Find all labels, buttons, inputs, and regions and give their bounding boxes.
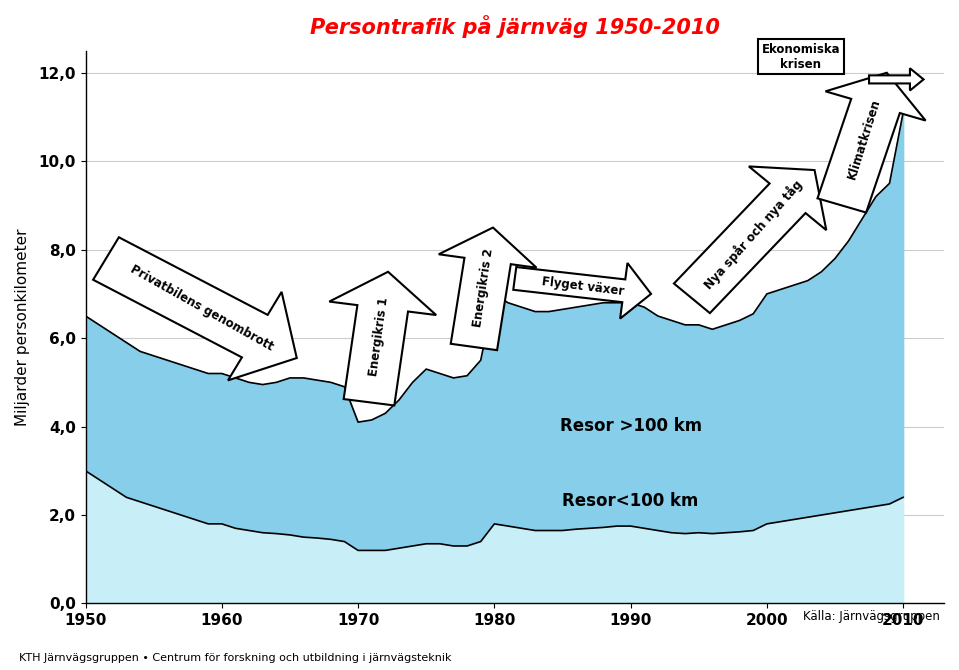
Text: Resor >100 km: Resor >100 km: [559, 417, 702, 435]
Text: Ekonomiska
krisen: Ekonomiska krisen: [761, 43, 840, 70]
Polygon shape: [438, 228, 536, 350]
Text: Privatbilens genombrott: Privatbilens genombrott: [128, 263, 275, 354]
Polygon shape: [329, 272, 436, 405]
Polygon shape: [93, 237, 296, 381]
Polygon shape: [513, 263, 651, 319]
Text: Energikris 1: Energikris 1: [366, 297, 390, 377]
Text: Klimatkrisen: Klimatkrisen: [846, 97, 883, 181]
Text: Resor<100 km: Resor<100 km: [562, 492, 699, 510]
Polygon shape: [869, 68, 924, 90]
Text: Nya spår och nya tåg: Nya spår och nya tåg: [701, 177, 806, 291]
Text: KTH Järnvägsgruppen • Centrum för forskning och utbildning i järnvägsteknik: KTH Järnvägsgruppen • Centrum för forskn…: [19, 653, 452, 663]
Text: Källa: Järnvägsgruppen: Källa: Järnvägsgruppen: [803, 610, 940, 622]
Title: Persontrafik på järnväg 1950-2010: Persontrafik på järnväg 1950-2010: [310, 15, 719, 38]
Y-axis label: Miljarder personkilometer: Miljarder personkilometer: [15, 228, 30, 426]
Text: Flyget växer: Flyget växer: [541, 275, 625, 297]
Polygon shape: [817, 73, 925, 212]
Text: Energikris 2: Energikris 2: [471, 247, 496, 328]
Polygon shape: [674, 166, 827, 313]
